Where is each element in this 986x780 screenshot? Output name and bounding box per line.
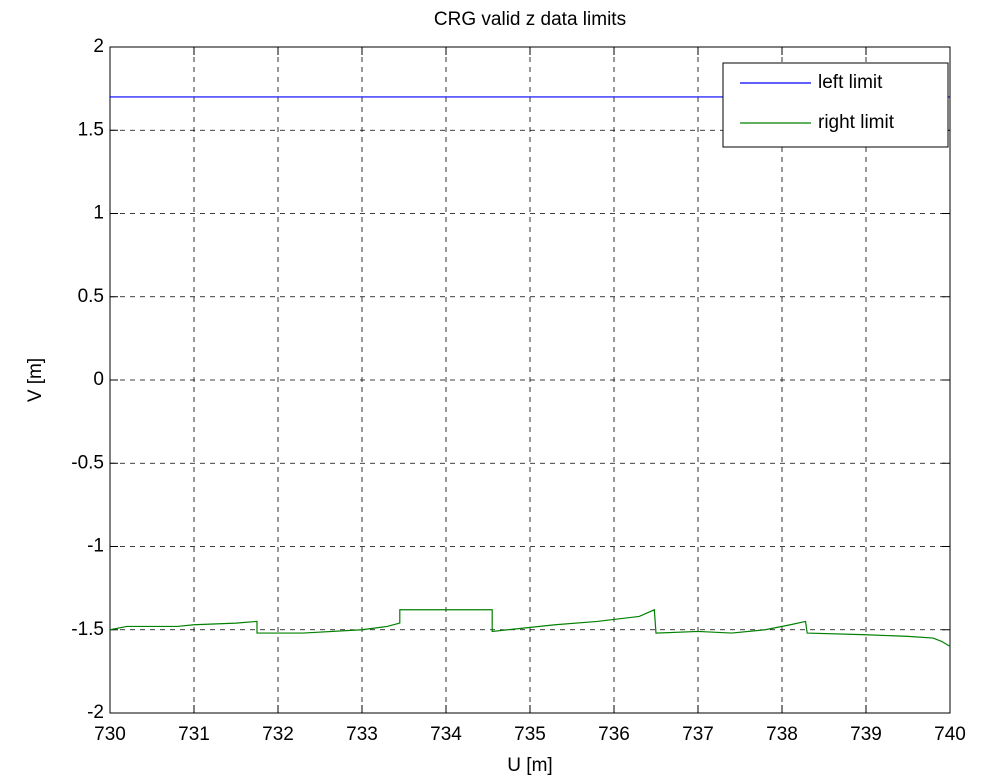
x-tick-label: 734 bbox=[430, 724, 462, 745]
x-tick-label: 733 bbox=[346, 724, 378, 745]
legend-box bbox=[722, 62, 949, 148]
x-tick-label: 737 bbox=[682, 724, 714, 745]
y-tick-label: -1.5 bbox=[71, 619, 104, 640]
plot-frame bbox=[109, 46, 951, 714]
x-tick-label: 730 bbox=[94, 724, 126, 745]
y-tick-label: -1 bbox=[87, 536, 104, 557]
y-tick-label: -0.5 bbox=[71, 452, 104, 473]
y-tick-label: -2 bbox=[87, 702, 104, 723]
x-tick-label: 738 bbox=[766, 724, 798, 745]
y-tick-label: 0 bbox=[93, 369, 104, 390]
x-tick-label: 740 bbox=[934, 724, 966, 745]
y-axis-label: V [m] bbox=[25, 358, 46, 402]
y-tick-label: 0.5 bbox=[78, 286, 104, 307]
x-tick-label: 736 bbox=[598, 724, 630, 745]
y-tick-label: 1 bbox=[93, 203, 104, 224]
chart-title: CRG valid z data limits bbox=[434, 9, 626, 30]
y-tick-label: 2 bbox=[93, 36, 104, 57]
legend-label: left limit bbox=[818, 72, 883, 93]
x-tick-label: 731 bbox=[178, 724, 210, 745]
y-tick-label: 1.5 bbox=[78, 119, 104, 140]
data-line bbox=[109, 608, 951, 647]
x-axis-label: U [m] bbox=[507, 755, 552, 776]
legend-label: right limit bbox=[818, 112, 895, 133]
x-tick-label: 732 bbox=[262, 724, 294, 745]
x-tick-label: 739 bbox=[850, 724, 882, 745]
x-tick-label: 735 bbox=[514, 724, 546, 745]
